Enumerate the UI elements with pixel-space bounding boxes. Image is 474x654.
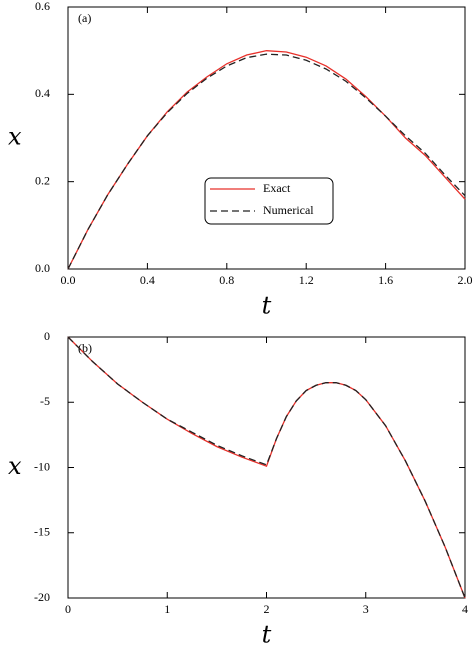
y-tick-label: 0.0 bbox=[35, 261, 50, 275]
x-tick-label: 3 bbox=[363, 602, 369, 616]
x-axis-title: t bbox=[262, 621, 272, 649]
x-tick-label: 2.0 bbox=[458, 273, 473, 287]
x-tick-label: 4 bbox=[462, 602, 468, 616]
y-tick-label: -15 bbox=[34, 525, 50, 539]
x-tick-label: 1.2 bbox=[299, 273, 314, 287]
x-tick-label: 1.6 bbox=[378, 273, 393, 287]
x-axis-title: t bbox=[262, 292, 272, 320]
y-tick-label: 0.6 bbox=[35, 0, 50, 13]
x-tick-label: 1 bbox=[164, 602, 170, 616]
annotation: (a) bbox=[78, 11, 91, 25]
x-tick-label: 0.8 bbox=[219, 273, 234, 287]
y-tick-label: -5 bbox=[40, 394, 50, 408]
legend-label: Exact bbox=[263, 181, 291, 195]
y-tick-label: 0.2 bbox=[35, 173, 50, 187]
series-line bbox=[67, 336, 466, 599]
y-tick-label: -20 bbox=[34, 590, 50, 604]
series-line bbox=[67, 336, 466, 599]
plot-frame bbox=[67, 6, 466, 270]
x-tick-label: 0 bbox=[65, 602, 71, 616]
y-tick-label: 0.4 bbox=[35, 86, 50, 100]
y-axis-title: x bbox=[8, 452, 22, 480]
legend-label: Numerical bbox=[263, 203, 314, 217]
x-tick-label: 0.4 bbox=[140, 273, 155, 287]
x-tick-label: 2 bbox=[264, 602, 270, 616]
series-line bbox=[67, 50, 466, 270]
annotation: (b) bbox=[78, 341, 92, 355]
y-tick-label: -10 bbox=[34, 459, 50, 473]
y-axis-title: x bbox=[8, 123, 22, 151]
y-tick-label: 0 bbox=[44, 329, 50, 343]
x-tick-label: 0.0 bbox=[61, 273, 76, 287]
plot-frame bbox=[67, 336, 466, 599]
series-line bbox=[67, 53, 466, 270]
